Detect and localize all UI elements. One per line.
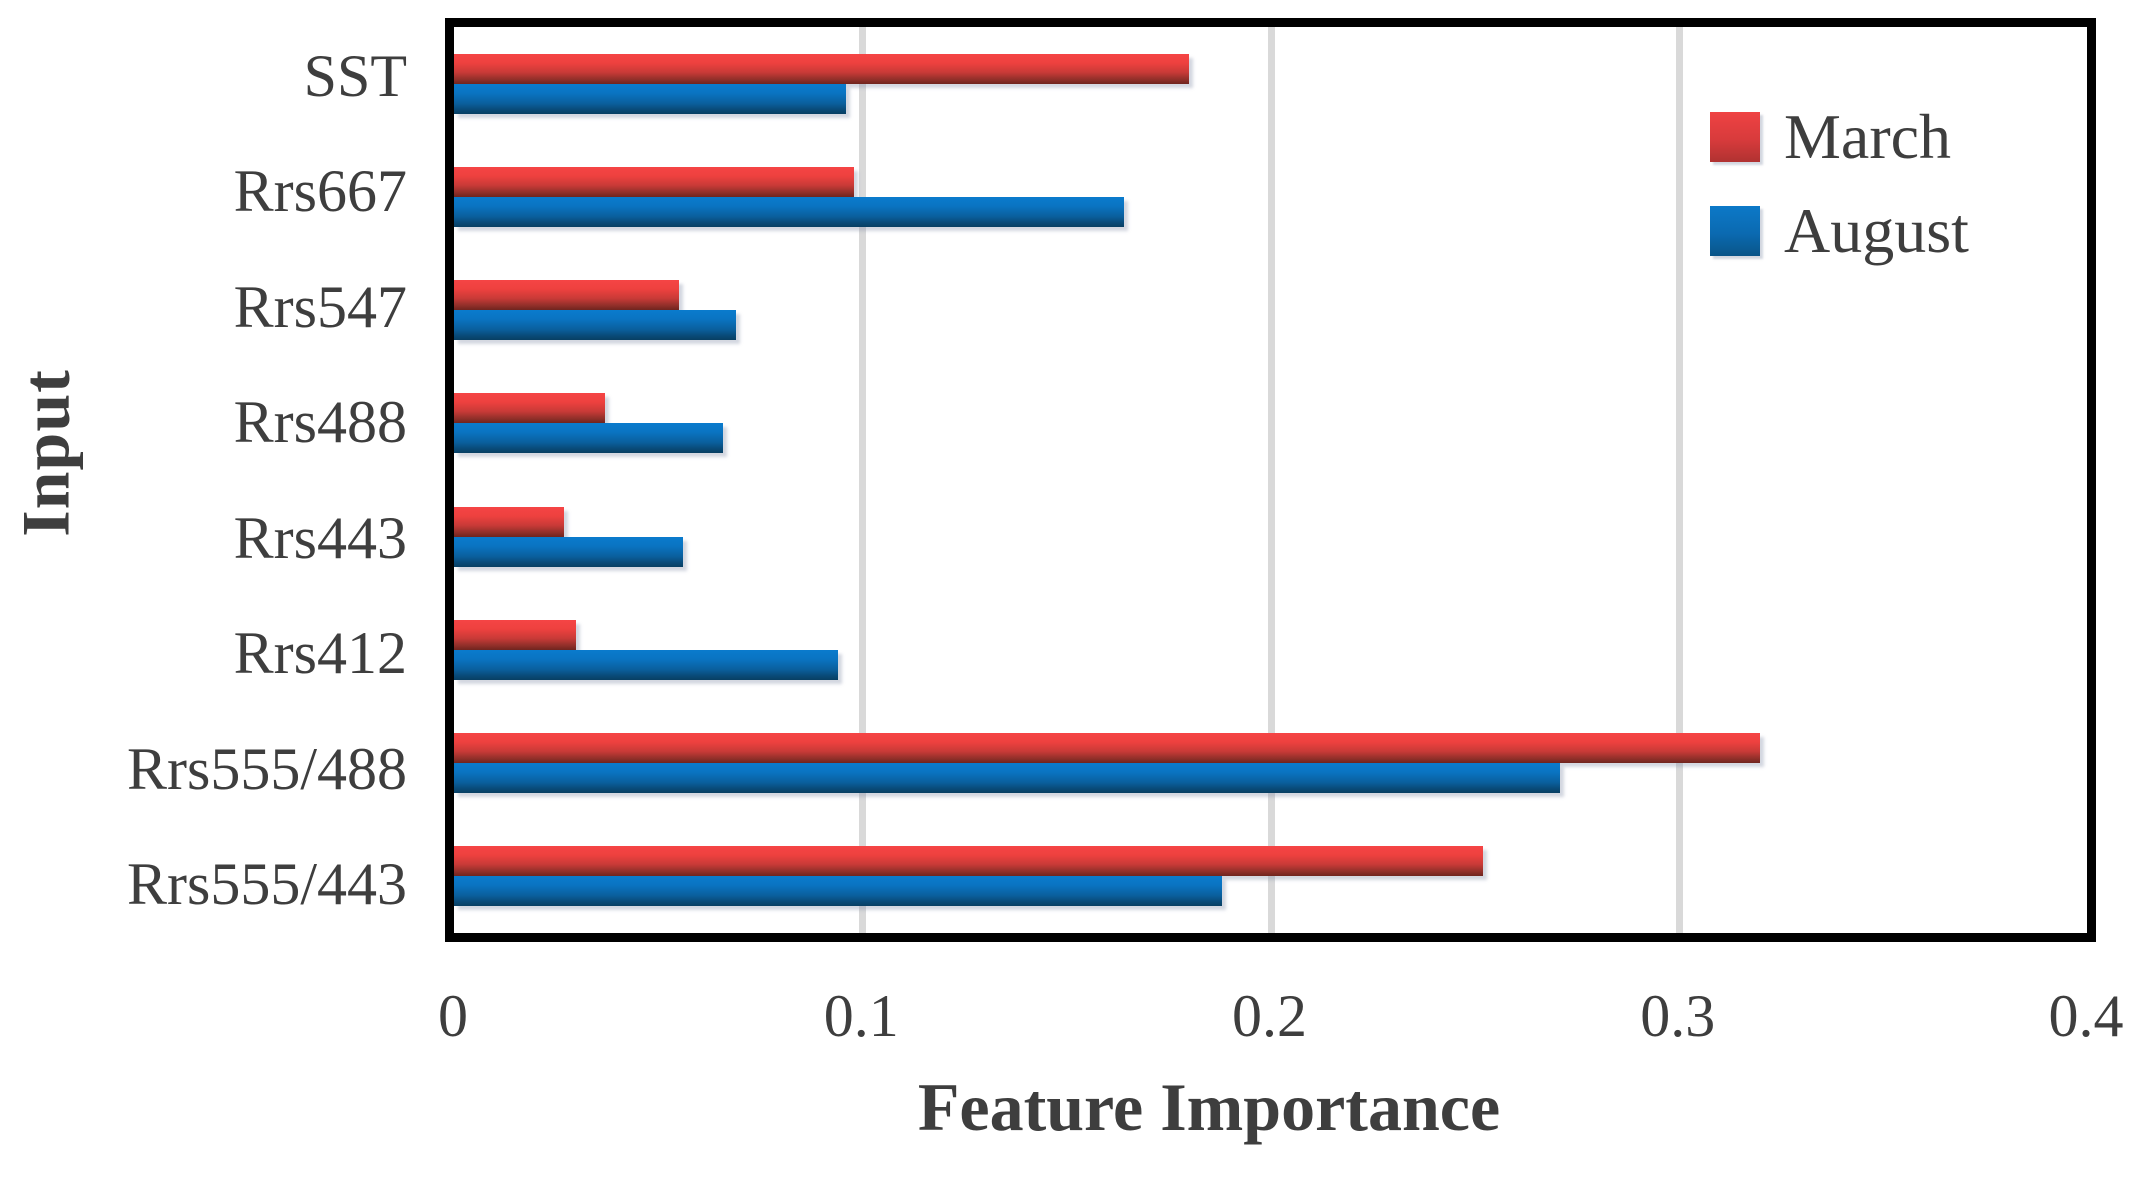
category-label: Rrs555/488 xyxy=(126,735,407,802)
category-row xyxy=(454,27,2087,140)
bar-march-rrs667 xyxy=(454,166,855,197)
category-row xyxy=(454,820,2087,933)
bar-march-rrs412 xyxy=(454,619,577,650)
legend-label-march: March xyxy=(1784,101,1952,172)
bar-august-rrs412 xyxy=(454,649,838,680)
category-label: Rrs555/443 xyxy=(126,851,407,918)
bar-august-rrs667 xyxy=(454,196,1124,227)
bar-march-rrs547 xyxy=(454,280,679,311)
category-label: Rrs547 xyxy=(233,273,407,340)
category-row xyxy=(454,254,2087,367)
x-tick-label: 0 xyxy=(438,983,468,1049)
legend-label-august: August xyxy=(1784,195,1969,266)
category-label: Rrs412 xyxy=(233,620,407,687)
legend-item: August xyxy=(1710,199,1969,263)
legend-item: March xyxy=(1710,105,1969,169)
bar-march-sst xyxy=(454,53,1189,84)
bar-august-sst xyxy=(454,83,846,114)
bar-march-rrs555-488 xyxy=(454,733,1761,764)
category-row xyxy=(454,593,2087,706)
gridline-0-3 xyxy=(1675,27,1683,933)
x-tick-label: 0.2 xyxy=(1232,983,1307,1049)
category-labels: SST Rrs667 Rrs547 Rrs488 Rrs443 Rrs412 Rrs555/… xyxy=(0,18,407,942)
bar-august-rrs555-488 xyxy=(454,763,1561,794)
legend: March August xyxy=(1710,105,1969,263)
category-label: Rrs488 xyxy=(233,389,407,456)
x-tick-label: 0.4 xyxy=(2048,983,2124,1049)
bar-august-rrs555-443 xyxy=(454,876,1222,907)
x-tick-label: 0.1 xyxy=(823,983,899,1049)
legend-swatch-august xyxy=(1710,206,1760,256)
category-label: Rrs443 xyxy=(233,504,407,571)
bar-march-rrs488 xyxy=(454,393,606,424)
category-label: SST xyxy=(303,42,407,109)
bar-august-rrs443 xyxy=(454,536,683,567)
category-row xyxy=(454,140,2087,253)
bar-rows xyxy=(454,27,2087,933)
bar-august-rrs488 xyxy=(454,423,724,454)
legend-swatch-march xyxy=(1710,112,1760,162)
plot-area: March August xyxy=(445,18,2096,942)
x-axis-title: Feature Importance xyxy=(917,1069,1501,1145)
bar-march-rrs443 xyxy=(454,506,565,537)
category-row xyxy=(454,480,2087,593)
category-row xyxy=(454,707,2087,820)
gridline-0-2 xyxy=(1267,27,1275,933)
bar-march-rrs555-443 xyxy=(454,846,1483,877)
category-row xyxy=(454,367,2087,480)
bar-august-rrs547 xyxy=(454,310,736,341)
category-label: Rrs667 xyxy=(233,158,407,225)
gridline-0-1 xyxy=(859,27,867,933)
x-tick-label: 0.3 xyxy=(1640,983,1716,1049)
